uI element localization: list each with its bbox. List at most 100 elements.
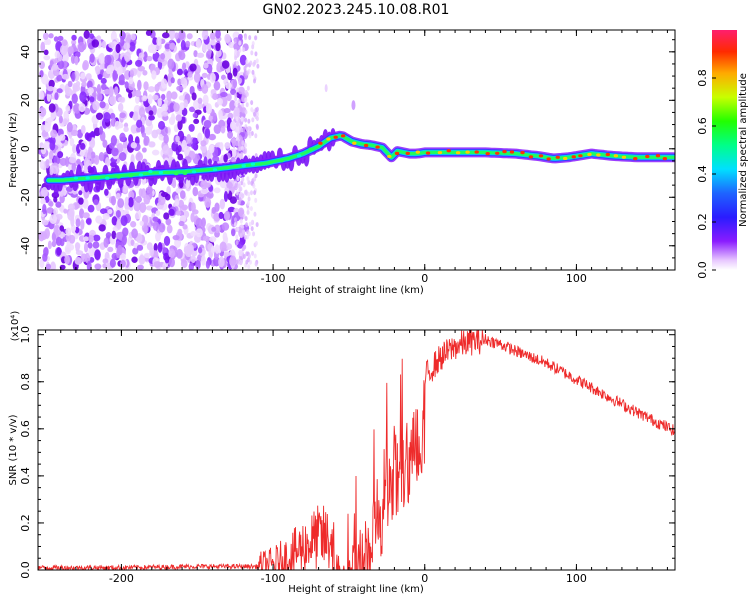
noise-cell [189, 106, 196, 113]
noise-cell [86, 260, 92, 270]
noise-cell [222, 232, 228, 242]
noise-cell [110, 135, 117, 146]
noise-cell [143, 51, 148, 63]
noise-cell [176, 68, 184, 76]
noise-cell [223, 78, 228, 86]
noise-cell [229, 121, 236, 131]
noise-cell [179, 190, 186, 200]
noise-cell [233, 38, 237, 44]
spectrogram-xtick-label: -200 [109, 272, 134, 285]
noise-cell [236, 176, 240, 182]
noise-cell [218, 256, 225, 268]
noise-cell [124, 81, 129, 89]
noise-cell [186, 33, 193, 40]
noise-cell [78, 102, 86, 113]
noise-cell [169, 42, 176, 50]
ridge-peak [613, 154, 619, 158]
noise-cell [39, 159, 45, 170]
ridge-peak [333, 135, 338, 139]
ridge-peak [405, 151, 410, 155]
noise-cell [54, 92, 59, 101]
noise-cell [131, 256, 138, 264]
noise-cell [47, 240, 52, 250]
noise-cell [71, 72, 76, 83]
noise-cell [240, 145, 244, 151]
noise-cell [134, 212, 139, 220]
noise-cell [135, 196, 143, 203]
noise-cell [232, 148, 237, 158]
noise-cell [252, 61, 256, 67]
noise-cell [201, 83, 209, 94]
noise-cell [243, 234, 247, 240]
noise-cell [99, 208, 108, 215]
noise-cell [237, 33, 243, 40]
spectrogram-xtick-label: 100 [566, 272, 587, 285]
noise-cell [83, 236, 89, 242]
noise-cell [188, 123, 195, 132]
noise-cell [115, 209, 121, 218]
ridge-peak [95, 176, 101, 180]
noise-cell [236, 87, 240, 93]
ridge-peak [105, 176, 110, 180]
ridge-peak [340, 134, 346, 138]
noise-cell [219, 180, 228, 189]
noise-cell [74, 202, 80, 209]
noise-cell [195, 38, 202, 49]
noise-cell [245, 126, 249, 132]
noise-cell [65, 227, 72, 236]
noise-cell [235, 240, 239, 246]
noise-cell [112, 69, 119, 81]
noise-cell [130, 239, 135, 246]
noise-cell [191, 92, 197, 101]
noise-cell [136, 126, 142, 133]
ridge-peak [495, 151, 500, 155]
noise-cell [67, 46, 74, 55]
noise-cell [246, 209, 250, 215]
noise-cell [235, 259, 239, 265]
noise-cell [256, 63, 260, 69]
noise-cell [233, 106, 240, 117]
noise-cell [211, 226, 217, 232]
noise-cell [212, 155, 220, 163]
noise-cell [235, 234, 239, 240]
noise-cell [254, 261, 258, 267]
noise-cell [147, 86, 156, 93]
noise-cell [234, 96, 238, 102]
noise-cell [237, 241, 244, 249]
noise-cell [87, 87, 94, 94]
noise-cell [238, 111, 246, 119]
ridge-peak [233, 164, 238, 168]
noise-cell [79, 91, 87, 103]
noise-cell [114, 86, 119, 96]
ridge-peak [546, 157, 551, 161]
noise-cell [244, 109, 248, 115]
noise-cell [177, 145, 182, 153]
noise-cell [167, 58, 175, 70]
noise-cell [152, 216, 159, 222]
noise-cell [221, 222, 230, 231]
noise-cell [119, 31, 126, 41]
spectrogram-ytick-label: 0 [19, 145, 32, 152]
noise-cell [77, 41, 85, 53]
noise-cell [208, 133, 216, 141]
noise-cell [188, 262, 195, 270]
noise-cell [254, 35, 258, 41]
noise-cell [237, 207, 245, 218]
noise-cell [238, 40, 242, 46]
noise-cell [193, 118, 200, 124]
noise-cell [224, 33, 231, 43]
noise-cell [249, 190, 253, 196]
noise-cell [58, 134, 66, 141]
noise-cell [239, 124, 243, 130]
ridge-peak [241, 164, 246, 168]
noise-cell [44, 228, 50, 239]
noise-cell [157, 242, 163, 253]
noise-cell [90, 151, 96, 159]
ridge-peak [563, 156, 568, 161]
noise-cell [107, 246, 114, 253]
snr-xlabel: Height of straight line (km) [288, 584, 424, 595]
noise-cell [254, 133, 258, 139]
noise-cell [145, 118, 153, 127]
noise-cell [178, 30, 186, 40]
